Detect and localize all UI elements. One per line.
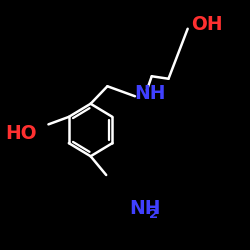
Text: 2: 2 (149, 208, 158, 222)
Text: NH: NH (134, 84, 165, 103)
Text: OH: OH (191, 16, 223, 34)
Text: NH: NH (129, 199, 160, 218)
Text: HO: HO (5, 124, 37, 143)
